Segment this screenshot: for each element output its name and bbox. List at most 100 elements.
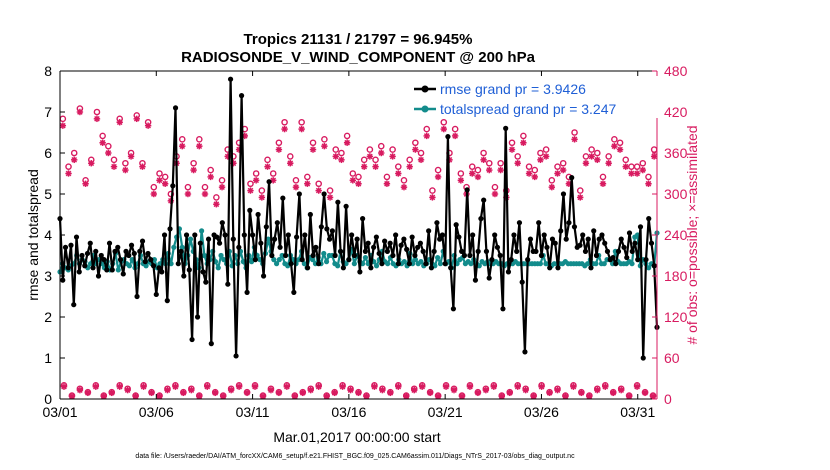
obs-assimilated-small-marker	[530, 393, 537, 400]
obs-assimilated-small-marker	[426, 389, 434, 397]
obs-assimilated-marker-stroke	[429, 194, 436, 201]
rmse-series-point	[316, 261, 322, 267]
legend-box	[409, 76, 662, 118]
obs-assimilated-small-marker-stroke	[268, 387, 274, 393]
rmse-series-point	[508, 257, 514, 263]
obs-assimilated-small-marker	[379, 386, 386, 394]
obs-assimilated-marker	[611, 142, 618, 150]
rmse-series-point	[291, 289, 297, 295]
obs-assimilated-marker	[628, 170, 635, 177]
rmse-series-point	[599, 232, 605, 238]
rmse-series-point	[373, 234, 379, 240]
obs-assimilated-marker	[201, 190, 209, 198]
obs-assimilated-small-marker	[275, 389, 283, 397]
obs-assimilated-marker	[366, 153, 374, 160]
x-axis-label: Mar.01,2017 00:00:00 start	[273, 429, 440, 445]
obs-assimilated-marker	[599, 180, 607, 187]
obs-assimilated-marker	[389, 153, 396, 160]
obs-assimilated-small-marker-stroke	[172, 383, 179, 390]
rmse-series-point	[172, 105, 179, 111]
rmse-series-point	[558, 228, 564, 234]
obs-assimilated-small-marker-stroke	[435, 393, 441, 400]
rmse-series-point	[68, 242, 74, 248]
obs-possible-marker	[178, 136, 186, 143]
rmse-series-point	[626, 230, 633, 236]
rmse-series-point	[90, 265, 96, 271]
rmse-series-point	[434, 220, 440, 226]
obs-assimilated-small-marker-stroke	[594, 387, 601, 393]
rmse-series-point	[123, 248, 129, 254]
obs-possible-marker	[65, 163, 72, 170]
rmse-series-point	[222, 232, 228, 238]
obs-assimilated-marker	[571, 136, 578, 143]
rmse-series-point	[464, 187, 470, 193]
rmse-series-point	[186, 267, 192, 273]
obs-assimilated-small-marker-stroke	[220, 393, 227, 400]
rmse-series-point	[635, 257, 641, 263]
rmse-series-point	[280, 195, 286, 201]
obs-assimilated-small-marker-stroke	[315, 383, 322, 390]
obs-assimilated-marker-stroke	[617, 146, 623, 153]
obs-assimilated-marker-stroke	[105, 150, 112, 156]
obs-possible-marker	[286, 153, 294, 160]
rmse-series-point	[153, 291, 159, 298]
data-file-footnote: data file: /Users/raeder/DAI/ATM_forcXX/…	[135, 453, 575, 460]
rmse-series-point	[346, 257, 352, 263]
obs-possible-marker	[599, 173, 607, 181]
obs-possible-marker	[70, 149, 78, 157]
obs-possible-marker	[508, 139, 516, 147]
obs-assimilated-marker-stroke	[133, 115, 140, 122]
obs-assimilated-marker-stroke	[537, 156, 544, 163]
rmse-series-point	[588, 265, 594, 271]
obs-assimilated-marker-stroke	[128, 153, 134, 160]
obs-assimilated-marker-stroke	[264, 163, 271, 170]
rmse-series-point	[632, 240, 638, 246]
rmse-series-point	[247, 207, 253, 213]
obs-assimilated-marker-stroke	[327, 194, 333, 201]
totalspread-series-point	[435, 254, 441, 261]
rmse-series-point	[591, 228, 597, 234]
rmse-series-point	[533, 248, 539, 254]
obs-assimilated-small-marker	[299, 389, 306, 397]
rmse-series-point	[60, 277, 66, 283]
rmse-series-point	[445, 134, 451, 140]
obs-assimilated-marker	[122, 166, 129, 174]
obs-possible-marker	[594, 149, 601, 157]
rmse-series-point	[305, 265, 311, 271]
rmse-series-point	[216, 240, 223, 246]
obs-assimilated-marker	[474, 173, 482, 181]
rmse-series-point	[115, 244, 121, 250]
obs-possible-marker	[622, 156, 630, 164]
rmse-series-point	[219, 220, 225, 226]
rmse-series-point	[489, 257, 495, 263]
obs-assimilated-marker	[88, 160, 95, 167]
obs-possible-marker	[480, 149, 487, 157]
obs-possible-marker	[423, 125, 431, 133]
obs-assimilated-small-marker-stroke	[411, 387, 418, 393]
obs-assimilated-small-marker-stroke	[451, 387, 457, 393]
rmse-series-point	[225, 281, 231, 287]
rmse-series-point	[244, 289, 250, 295]
obs-assimilated-small-marker	[235, 383, 243, 390]
obs-assimilated-marker-stroke	[310, 146, 316, 153]
obs-assimilated-marker	[82, 180, 89, 187]
obs-assimilated-marker	[213, 201, 220, 208]
rmse-series-point	[181, 273, 187, 279]
obs-possible-marker	[372, 156, 379, 164]
obs-possible-marker	[122, 159, 129, 167]
rmse-series-point	[522, 349, 528, 355]
rmse-series-point	[624, 254, 630, 261]
obs-assimilated-small-marker-stroke	[291, 393, 298, 400]
plot-area	[57, 71, 660, 400]
obs-assimilated-small-marker-stroke	[570, 383, 577, 390]
rmse-series-point	[415, 244, 421, 250]
rmse-series-point	[629, 248, 635, 254]
totalspread-series-point	[335, 263, 341, 269]
rmse-series-point	[371, 244, 377, 250]
obs-assimilated-marker	[588, 153, 595, 160]
totalspread-series-point	[601, 261, 607, 267]
obs-assimilated-small-marker	[188, 386, 195, 394]
obs-possible-marker	[525, 163, 533, 170]
obs-possible-marker	[485, 159, 493, 167]
rmse-series-point	[117, 257, 124, 263]
